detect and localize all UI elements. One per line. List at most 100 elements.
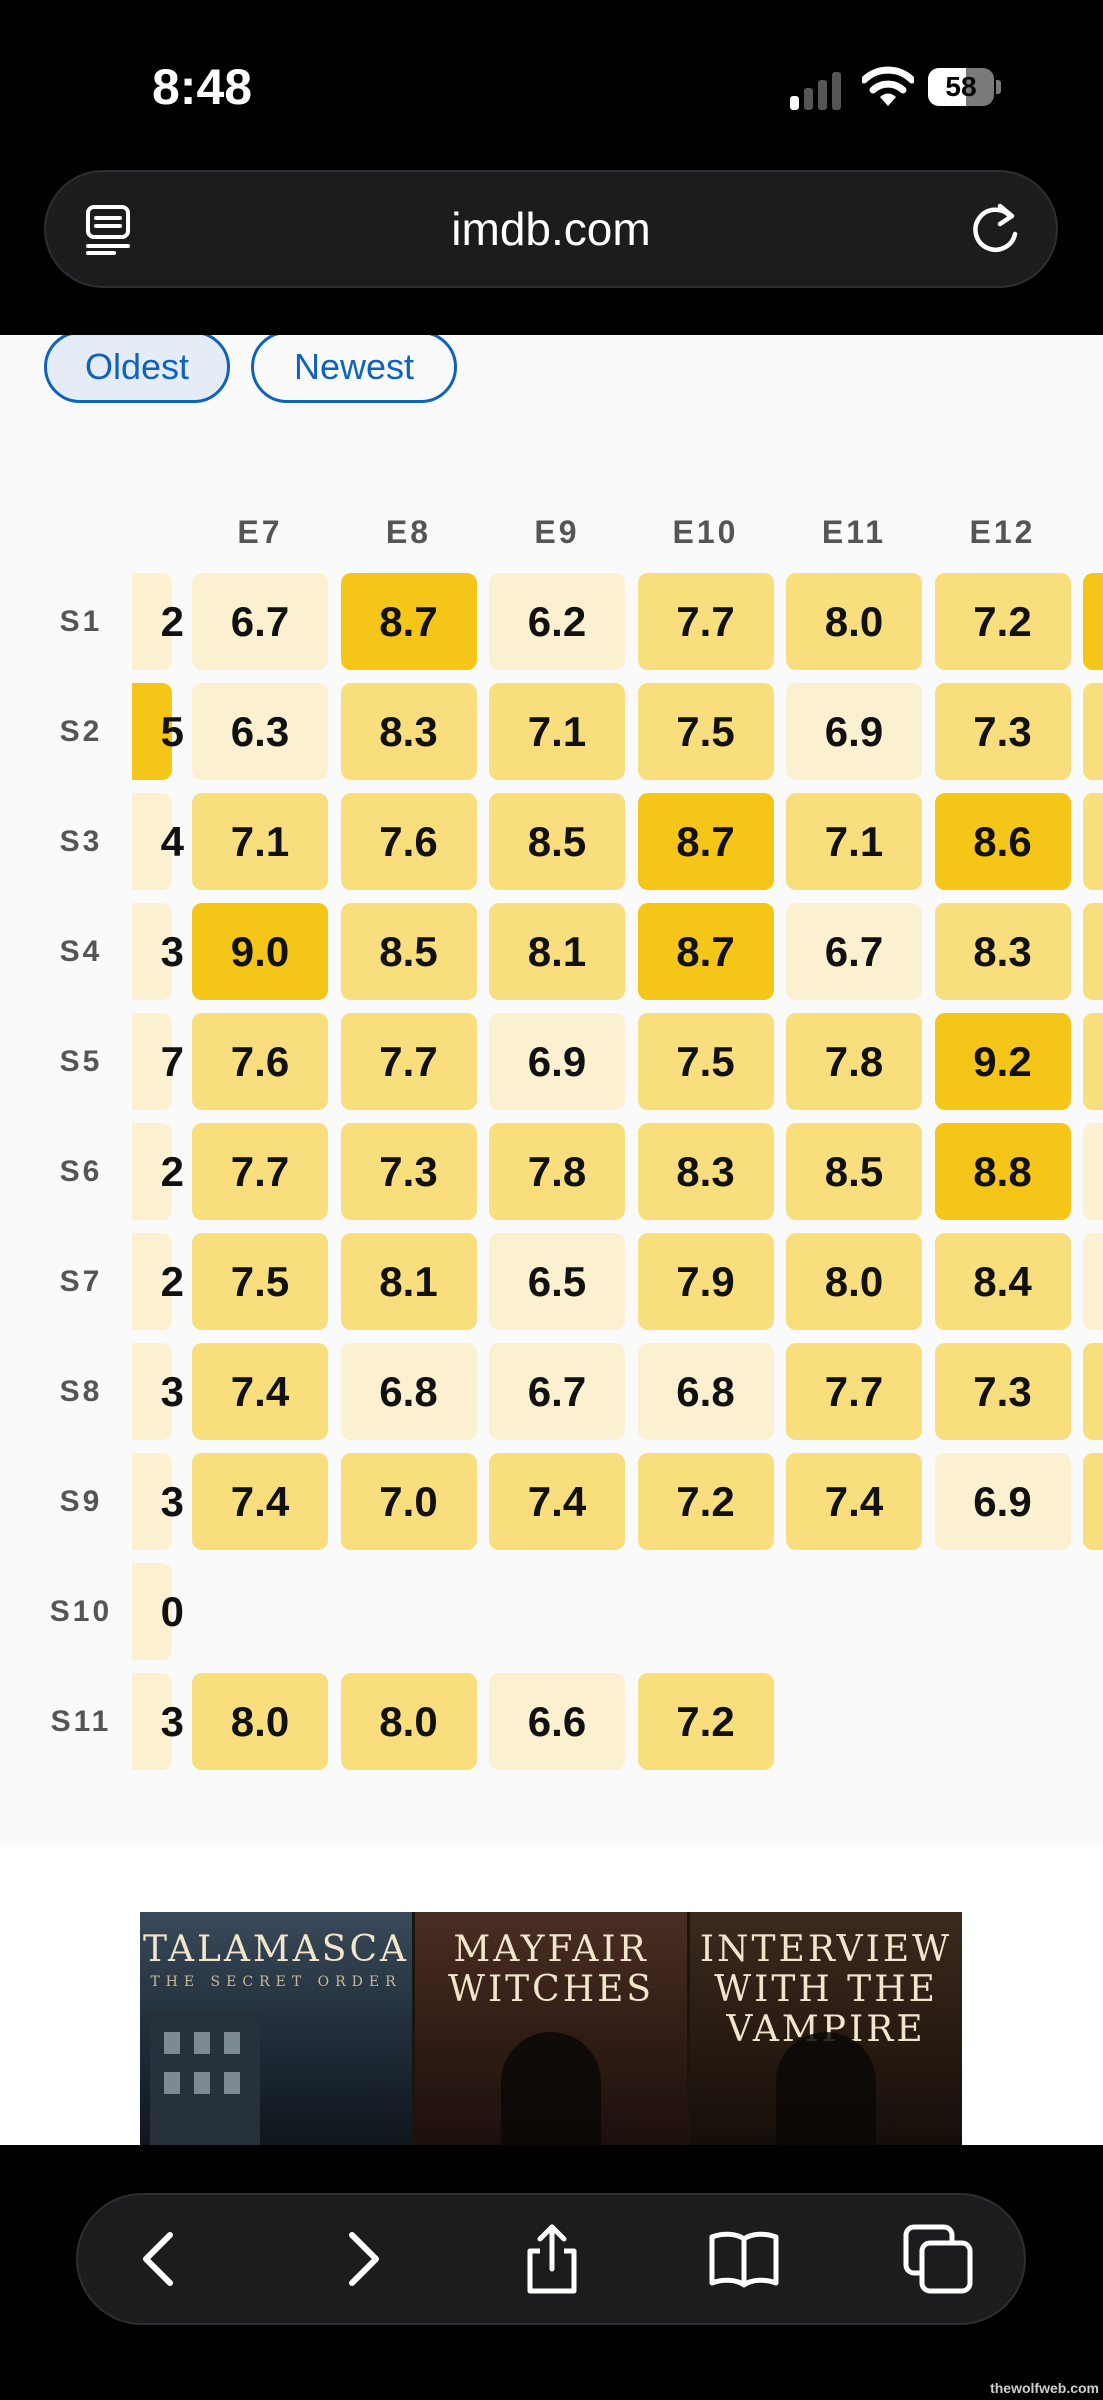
rating-cell[interactable]: 7.5 (637, 1013, 774, 1110)
promo-banner[interactable]: TALAMASCA THE SECRET ORDER MAYFAIR WITCH… (140, 1912, 962, 2145)
forward-icon[interactable] (322, 2221, 398, 2297)
rating-cell[interactable]: 8.3 (637, 1123, 774, 1220)
rating-cell-partial[interactable]: 2 (132, 1123, 184, 1220)
battery-percent: 58 (945, 71, 977, 102)
rating-cell[interactable]: 8.1 (340, 1233, 477, 1330)
rating-cell[interactable]: 6.9 (489, 1013, 625, 1110)
rating-cell[interactable]: 6.9 (786, 683, 922, 780)
rating-cell-partial[interactable]: 4 (132, 793, 184, 890)
rating-cell-partial[interactable] (1083, 1453, 1103, 1550)
rating-cell-partial[interactable]: 3 (132, 1453, 184, 1550)
rating-cell-partial[interactable] (1083, 573, 1103, 670)
sort-newest-button[interactable]: Newest (251, 335, 457, 403)
rating-cell[interactable]: 7.7 (786, 1343, 922, 1440)
rating-cell[interactable]: 6.7 (489, 1343, 625, 1440)
rating-cell[interactable]: 7.2 (637, 1453, 774, 1550)
browser-address-area: imdb.com (0, 170, 1103, 335)
rating-cell[interactable]: 7.3 (934, 1343, 1071, 1440)
rating-cell[interactable]: 7.4 (192, 1453, 328, 1550)
clock: 8:48 (152, 59, 253, 115)
share-icon[interactable] (514, 2221, 590, 2297)
rating-cell[interactable]: 8.0 (786, 573, 922, 670)
rating-cell[interactable]: 8.5 (340, 903, 477, 1000)
rating-cell[interactable]: 8.7 (637, 793, 774, 890)
rating-cell[interactable]: 7.4 (786, 1453, 922, 1550)
rating-cell[interactable]: 7.8 (489, 1123, 625, 1220)
back-icon[interactable] (124, 2221, 200, 2297)
rating-cell[interactable]: 7.3 (340, 1123, 477, 1220)
rating-cell[interactable]: 7.7 (192, 1123, 328, 1220)
rating-cell[interactable]: 6.3 (192, 683, 328, 780)
sort-oldest-button[interactable]: Oldest (44, 335, 230, 403)
rating-cell[interactable]: 6.8 (340, 1343, 477, 1440)
rating-cell[interactable]: 8.6 (934, 793, 1071, 890)
bookmarks-icon[interactable] (706, 2221, 782, 2297)
page-menu-icon[interactable] (84, 204, 134, 256)
rating-cell-partial[interactable] (1083, 1233, 1103, 1330)
rating-cell[interactable]: 7.4 (489, 1453, 625, 1550)
rating-cell[interactable]: 7.5 (637, 683, 774, 780)
rating-cell[interactable]: 6.2 (489, 573, 625, 670)
battery-icon: 58 (928, 68, 1002, 106)
poster-talamasca[interactable]: TALAMASCA THE SECRET ORDER (140, 1912, 412, 2145)
rating-cell-partial[interactable]: 2 (132, 1233, 184, 1330)
address-bar[interactable]: imdb.com (44, 170, 1058, 288)
rating-cell[interactable]: 8.3 (340, 683, 477, 780)
rating-cell[interactable]: 7.1 (786, 793, 922, 890)
rating-cell-partial[interactable] (1083, 1123, 1103, 1220)
tabs-icon[interactable] (900, 2221, 976, 2297)
rating-cell-partial[interactable] (1083, 1013, 1103, 1110)
rating-cell[interactable]: 8.0 (786, 1233, 922, 1330)
rating-cell[interactable]: 7.0 (340, 1453, 477, 1550)
poster-mayfair-witches[interactable]: MAYFAIR WITCHES (415, 1912, 687, 2145)
rating-cell[interactable]: 7.3 (934, 683, 1071, 780)
character-figure (501, 2032, 601, 2145)
rating-cell[interactable]: 8.8 (934, 1123, 1071, 1220)
rating-cell-partial[interactable]: 3 (132, 1673, 184, 1770)
rating-cell[interactable]: 6.7 (786, 903, 922, 1000)
rating-cell[interactable]: 7.1 (192, 793, 328, 890)
rating-cell[interactable]: 7.2 (934, 573, 1071, 670)
rating-cell[interactable]: 7.2 (637, 1673, 774, 1770)
rating-cell-partial[interactable]: 7 (132, 1013, 184, 1110)
rating-cell[interactable]: 8.0 (340, 1673, 477, 1770)
rating-cell-partial[interactable]: 0 (132, 1563, 184, 1660)
rating-cell[interactable]: 7.4 (192, 1343, 328, 1440)
episode-ratings-grid: Oldest Newest S1 S2 S3 S4 S5 S6 S7 S8 S9 S10 S11 2… (0, 335, 1103, 1847)
rating-cell-partial[interactable] (1083, 683, 1103, 780)
rating-cell[interactable]: 6.7 (192, 573, 328, 670)
rating-cell[interactable]: 7.5 (192, 1233, 328, 1330)
rating-cell[interactable]: 7.7 (340, 1013, 477, 1110)
rating-cell-partial[interactable]: 3 (132, 1343, 184, 1440)
rating-cell[interactable]: 8.3 (934, 903, 1071, 1000)
rating-cell[interactable]: 8.1 (489, 903, 625, 1000)
rating-cell[interactable]: 8.7 (637, 903, 774, 1000)
url-text[interactable]: imdb.com (451, 203, 651, 255)
rating-cell[interactable]: 7.1 (489, 683, 625, 780)
season-label-s1: S1 (59, 604, 103, 638)
rating-cell[interactable]: 7.9 (637, 1233, 774, 1330)
rating-cell[interactable]: 6.8 (637, 1343, 774, 1440)
rating-cell[interactable]: 6.5 (489, 1233, 625, 1330)
rating-cell[interactable]: 7.6 (340, 793, 477, 890)
rating-cell-partial[interactable] (1083, 1343, 1103, 1440)
rating-cell[interactable]: 9.2 (934, 1013, 1071, 1110)
rating-cell[interactable]: 8.4 (934, 1233, 1071, 1330)
rating-cell[interactable]: 8.5 (489, 793, 625, 890)
rating-cell[interactable]: 6.6 (489, 1673, 625, 1770)
rating-cell[interactable]: 6.9 (934, 1453, 1071, 1550)
rating-cell[interactable]: 9.0 (192, 903, 328, 1000)
reload-icon[interactable] (970, 202, 1022, 256)
rating-cell[interactable]: 7.8 (786, 1013, 922, 1110)
rating-cell-partial[interactable]: 5 (132, 683, 184, 780)
rating-cell-partial[interactable] (1083, 903, 1103, 1000)
rating-cell[interactable]: 8.5 (786, 1123, 922, 1220)
rating-cell[interactable]: 8.7 (340, 573, 477, 670)
rating-cell[interactable]: 7.6 (192, 1013, 328, 1110)
rating-cell-partial[interactable]: 3 (132, 903, 184, 1000)
rating-cell-partial[interactable] (1083, 793, 1103, 890)
rating-cell[interactable]: 7.7 (637, 573, 774, 670)
rating-cell[interactable]: 8.0 (192, 1673, 328, 1770)
rating-cell-partial[interactable]: 2 (132, 573, 184, 670)
poster-interview-with-the-vampire[interactable]: INTERVIEW WITH THE VAMPIRE (690, 1912, 962, 2145)
